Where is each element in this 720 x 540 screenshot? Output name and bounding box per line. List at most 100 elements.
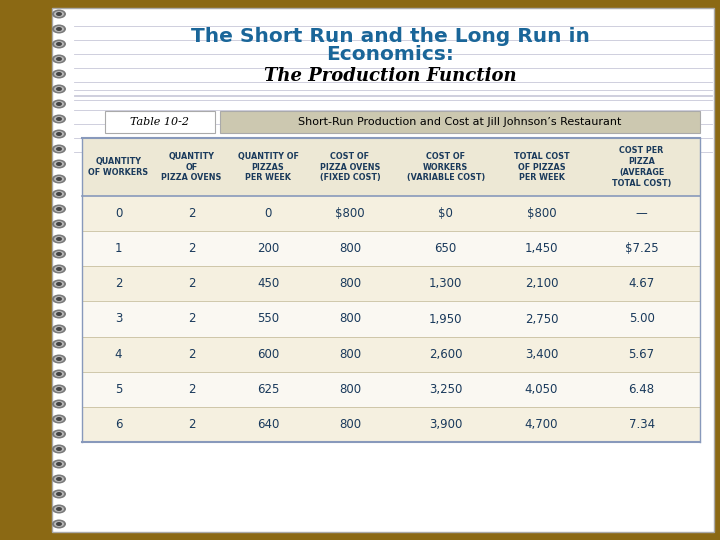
Bar	[82, 301, 700, 336]
Ellipse shape	[56, 297, 62, 301]
Ellipse shape	[54, 11, 64, 17]
Ellipse shape	[54, 191, 64, 197]
Text: 550: 550	[257, 313, 279, 326]
Ellipse shape	[54, 56, 64, 62]
Ellipse shape	[54, 236, 64, 242]
Ellipse shape	[52, 280, 66, 288]
Bar	[82, 336, 700, 372]
Text: 3,400: 3,400	[525, 348, 558, 361]
Text: 800: 800	[339, 348, 361, 361]
Text: 0: 0	[114, 207, 122, 220]
Text: COST PER
PIZZA
(AVERAGE
TOTAL COST): COST PER PIZZA (AVERAGE TOTAL COST)	[612, 146, 671, 187]
Ellipse shape	[52, 369, 66, 379]
Text: Economics:: Economics:	[326, 45, 454, 64]
Ellipse shape	[56, 462, 62, 466]
Ellipse shape	[56, 507, 62, 511]
Ellipse shape	[56, 492, 62, 496]
Text: Table 10-2: Table 10-2	[130, 117, 189, 127]
Bar	[82, 196, 700, 231]
Text: $800: $800	[526, 207, 557, 220]
Text: QUANTITY OF
PIZZAS
PER WEEK: QUANTITY OF PIZZAS PER WEEK	[238, 152, 299, 183]
Ellipse shape	[52, 159, 66, 168]
Ellipse shape	[56, 57, 62, 61]
Ellipse shape	[54, 461, 64, 467]
Ellipse shape	[56, 357, 62, 361]
Ellipse shape	[52, 489, 66, 498]
Text: 5.67: 5.67	[629, 348, 654, 361]
Ellipse shape	[54, 521, 64, 527]
Ellipse shape	[56, 252, 62, 256]
Ellipse shape	[54, 176, 64, 182]
Ellipse shape	[56, 207, 62, 211]
Bar	[82, 372, 700, 407]
Ellipse shape	[52, 70, 66, 78]
Ellipse shape	[56, 162, 62, 166]
Text: 4: 4	[114, 348, 122, 361]
Ellipse shape	[56, 12, 62, 16]
Ellipse shape	[54, 356, 64, 362]
Bar	[82, 138, 700, 196]
Text: The Short Run and the Long Run in: The Short Run and the Long Run in	[191, 26, 590, 45]
Ellipse shape	[56, 27, 62, 31]
Bar	[82, 266, 700, 301]
Ellipse shape	[54, 41, 64, 47]
Ellipse shape	[56, 312, 62, 316]
Ellipse shape	[52, 415, 66, 423]
Text: 600: 600	[257, 348, 279, 361]
Ellipse shape	[52, 205, 66, 213]
Ellipse shape	[56, 102, 62, 106]
Text: Short-Run Production and Cost at Jill Johnson’s Restaurant: Short-Run Production and Cost at Jill Jo…	[298, 117, 621, 127]
Text: 200: 200	[257, 242, 279, 255]
Ellipse shape	[54, 206, 64, 212]
Text: 800: 800	[339, 278, 361, 291]
Ellipse shape	[56, 342, 62, 346]
Ellipse shape	[54, 326, 64, 332]
Ellipse shape	[54, 101, 64, 107]
Ellipse shape	[54, 251, 64, 257]
Ellipse shape	[56, 402, 62, 406]
Text: 1,300: 1,300	[429, 278, 462, 291]
Ellipse shape	[52, 444, 66, 454]
Text: 640: 640	[257, 418, 279, 431]
Ellipse shape	[54, 131, 64, 137]
Ellipse shape	[56, 87, 62, 91]
Ellipse shape	[54, 476, 64, 482]
Ellipse shape	[54, 491, 64, 497]
Text: COST OF
PIZZA OVENS
(FIXED COST): COST OF PIZZA OVENS (FIXED COST)	[320, 152, 380, 183]
Ellipse shape	[54, 341, 64, 347]
Ellipse shape	[52, 24, 66, 33]
Ellipse shape	[54, 266, 64, 272]
Ellipse shape	[56, 72, 62, 76]
Text: 800: 800	[339, 418, 361, 431]
Bar	[105, 111, 215, 133]
Text: QUANTITY
OF WORKERS: QUANTITY OF WORKERS	[89, 157, 148, 177]
Ellipse shape	[52, 145, 66, 153]
Ellipse shape	[52, 265, 66, 273]
Ellipse shape	[52, 475, 66, 483]
Ellipse shape	[52, 325, 66, 334]
Text: 2,100: 2,100	[525, 278, 558, 291]
Bar	[220, 111, 700, 133]
Text: 2,750: 2,750	[525, 313, 558, 326]
Text: 2: 2	[188, 278, 195, 291]
Ellipse shape	[54, 431, 64, 437]
Ellipse shape	[52, 249, 66, 259]
Ellipse shape	[52, 504, 66, 514]
Text: 625: 625	[257, 383, 279, 396]
Ellipse shape	[52, 340, 66, 348]
Ellipse shape	[52, 400, 66, 408]
Text: 2: 2	[188, 313, 195, 326]
Text: 2: 2	[188, 418, 195, 431]
Text: 800: 800	[339, 242, 361, 255]
Ellipse shape	[56, 42, 62, 46]
Ellipse shape	[54, 296, 64, 302]
Text: 4.67: 4.67	[629, 278, 654, 291]
Ellipse shape	[56, 237, 62, 241]
Ellipse shape	[56, 147, 62, 151]
Ellipse shape	[52, 384, 66, 394]
Text: 1,450: 1,450	[525, 242, 558, 255]
Text: 800: 800	[339, 313, 361, 326]
Ellipse shape	[52, 429, 66, 438]
Text: 0: 0	[264, 207, 271, 220]
Text: 3,900: 3,900	[429, 418, 462, 431]
